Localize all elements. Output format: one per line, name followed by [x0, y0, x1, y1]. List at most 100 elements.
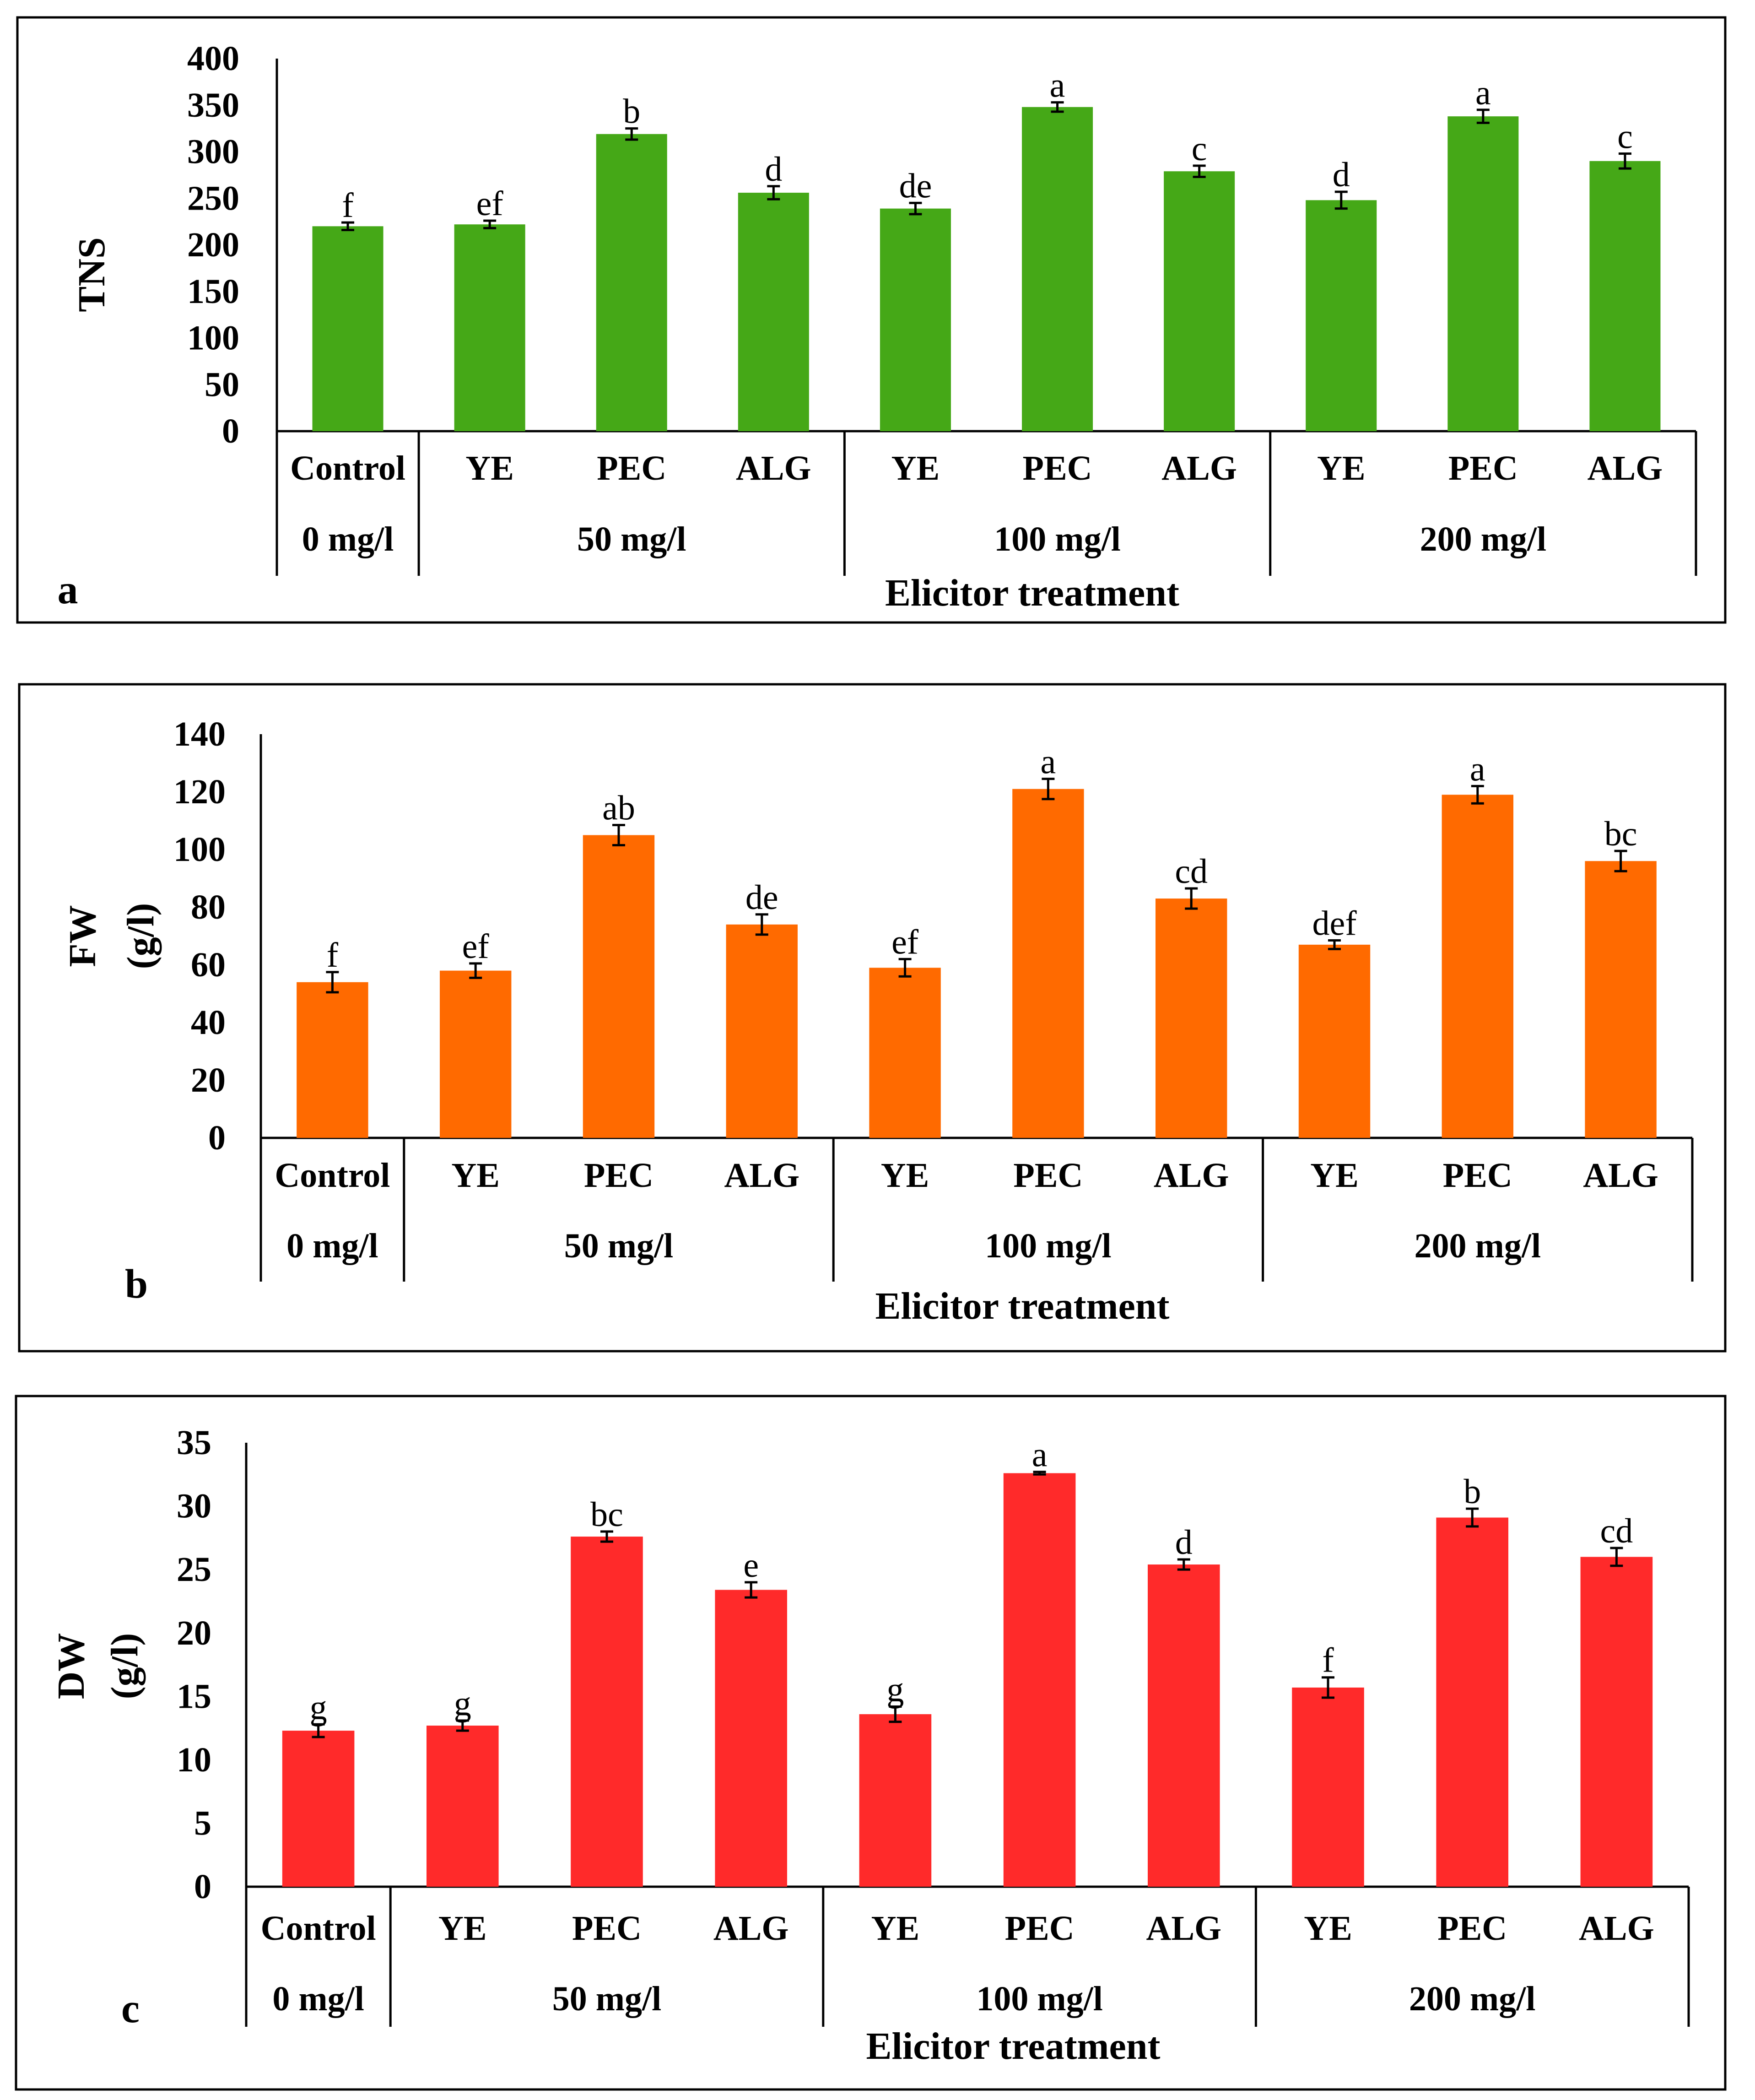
bar — [1022, 107, 1093, 431]
category-label: PEC — [1023, 449, 1092, 487]
bar — [583, 835, 655, 1138]
category-label: YE — [881, 1156, 929, 1195]
category-label: ALG — [1579, 1909, 1654, 1948]
y-tick-label: 0 — [194, 1867, 211, 1906]
significance-letter: a — [1050, 66, 1065, 105]
category-label: PEC — [584, 1156, 653, 1195]
category-label: Control — [261, 1909, 376, 1948]
bar — [440, 970, 512, 1138]
y-tick-label: 0 — [222, 412, 239, 450]
bar — [738, 193, 809, 431]
chart-panel-c: 05101520253035gControlgYEbcPECeALGgYEaPE… — [15, 1395, 1727, 2091]
y-tick-label: 20 — [191, 1061, 226, 1099]
y-axis-unit: (g/l) — [119, 903, 162, 969]
significance-letter: b — [1463, 1472, 1481, 1511]
y-tick-label: 25 — [177, 1550, 211, 1589]
significance-letter: g — [886, 1670, 904, 1709]
category-label: Control — [275, 1156, 390, 1195]
category-label: PEC — [1005, 1909, 1075, 1948]
significance-letter: ef — [476, 184, 504, 223]
y-tick-label: 50 — [205, 365, 239, 404]
bar — [1442, 795, 1513, 1138]
significance-letter: e — [743, 1546, 759, 1585]
bar — [1156, 898, 1227, 1138]
significance-letter: a — [1032, 1436, 1048, 1474]
group-label: 50 mg/l — [552, 1980, 662, 2018]
significance-letter: bc — [590, 1495, 623, 1534]
category-label: ALG — [1154, 1156, 1229, 1195]
y-tick-label: 150 — [187, 272, 239, 311]
y-tick-label: 60 — [191, 946, 226, 984]
significance-letter: bc — [1604, 815, 1637, 853]
significance-letter: de — [899, 167, 932, 205]
panel-label: a — [58, 567, 78, 612]
category-label: YE — [1310, 1156, 1359, 1195]
y-tick-label: 200 — [187, 226, 239, 264]
significance-letter: cd — [1600, 1512, 1633, 1550]
bar — [726, 924, 798, 1138]
bar — [1447, 116, 1519, 432]
y-tick-label: 100 — [173, 830, 226, 869]
bar — [312, 226, 383, 431]
bar — [880, 208, 951, 431]
significance-letter: d — [1175, 1523, 1193, 1562]
panel-frame — [15, 1395, 1727, 2091]
bar — [859, 1714, 932, 1887]
significance-letter: cd — [1175, 852, 1208, 891]
category-label: PEC — [1437, 1909, 1507, 1948]
y-tick-label: 100 — [187, 319, 239, 357]
bar — [1164, 171, 1235, 431]
group-label: 100 mg/l — [994, 520, 1121, 558]
group-label: 100 mg/l — [976, 1980, 1103, 2018]
significance-letter: a — [1475, 74, 1491, 112]
group-label: 200 mg/l — [1420, 520, 1547, 558]
panel-label: c — [121, 1986, 140, 2031]
y-tick-label: 120 — [173, 773, 226, 811]
category-label: ALG — [1161, 449, 1237, 487]
category-label: PEC — [597, 449, 666, 487]
y-tick-label: 5 — [194, 1804, 211, 1843]
panel-frame — [16, 16, 1727, 624]
group-label: 200 mg/l — [1409, 1980, 1536, 2018]
category-label: ALG — [724, 1156, 799, 1195]
significance-letter: a — [1470, 750, 1485, 788]
y-tick-label: 350 — [187, 86, 239, 124]
category-label: PEC — [572, 1909, 642, 1948]
bar — [1298, 944, 1371, 1138]
category-label: PEC — [1448, 449, 1518, 487]
group-label: 50 mg/l — [564, 1227, 674, 1265]
bar — [715, 1590, 787, 1887]
y-axis-title: TNS — [70, 237, 113, 312]
y-tick-label: 400 — [187, 39, 239, 78]
group-label: 0 mg/l — [286, 1227, 378, 1265]
x-axis-title: Elicitor treatment — [875, 1285, 1169, 1327]
bar — [454, 224, 525, 431]
bar — [1306, 200, 1377, 431]
significance-letter: de — [745, 878, 778, 917]
y-axis-title: DW — [50, 1633, 92, 1699]
y-tick-label: 0 — [208, 1119, 226, 1157]
group-label: 0 mg/l — [272, 1980, 364, 2018]
bar — [282, 1731, 355, 1887]
y-tick-label: 300 — [187, 133, 239, 171]
significance-letter: a — [1041, 743, 1056, 781]
significance-letter: g — [310, 1688, 327, 1727]
category-label: YE — [465, 449, 514, 487]
significance-letter: c — [1617, 118, 1633, 156]
y-axis-unit: (g/l) — [103, 1633, 146, 1699]
bar — [1589, 161, 1661, 432]
category-label: YE — [438, 1909, 487, 1948]
significance-letter: ef — [462, 927, 490, 966]
category-label: YE — [451, 1156, 500, 1195]
significance-letter: f — [1322, 1641, 1334, 1680]
bar — [1148, 1564, 1220, 1887]
group-label: 50 mg/l — [577, 520, 686, 558]
y-tick-label: 140 — [173, 715, 226, 753]
group-label: 100 mg/l — [985, 1227, 1112, 1265]
bar — [1292, 1687, 1364, 1887]
x-axis-title: Elicitor treatment — [885, 572, 1179, 614]
panel-label: b — [125, 1261, 148, 1307]
category-label: PEC — [1443, 1156, 1512, 1195]
significance-letter: ab — [602, 789, 635, 827]
significance-letter: d — [1333, 156, 1350, 194]
